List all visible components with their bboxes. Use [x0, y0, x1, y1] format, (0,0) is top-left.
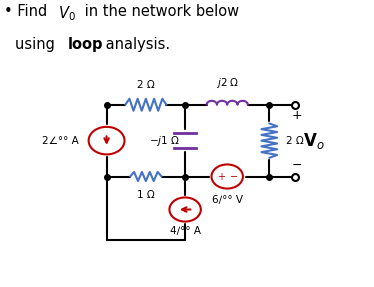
Text: 4∕°° A: 4∕°° A: [170, 225, 200, 235]
Text: 6∕°° V: 6∕°° V: [212, 194, 243, 204]
Text: $V_0$: $V_0$: [58, 4, 76, 23]
Text: +: +: [292, 109, 303, 122]
Text: using: using: [15, 37, 59, 52]
Text: 2 Ω: 2 Ω: [286, 136, 304, 146]
Text: $\mathbf{V_{\mathit{o}}}$: $\mathbf{V_{\mathit{o}}}$: [303, 131, 325, 151]
Text: 2∠°° A: 2∠°° A: [42, 136, 79, 146]
Text: $j$2 Ω: $j$2 Ω: [215, 76, 239, 90]
Text: • Find: • Find: [4, 4, 52, 19]
Text: in the network below: in the network below: [80, 4, 239, 19]
Text: 1 Ω: 1 Ω: [137, 190, 155, 200]
Text: 2 Ω: 2 Ω: [137, 80, 155, 90]
Text: −$j$1 Ω: −$j$1 Ω: [148, 134, 180, 148]
Text: analysis.: analysis.: [101, 37, 170, 52]
Text: +: +: [217, 172, 225, 181]
Text: −: −: [230, 172, 238, 181]
Text: loop: loop: [68, 37, 104, 52]
Text: −: −: [292, 159, 303, 172]
